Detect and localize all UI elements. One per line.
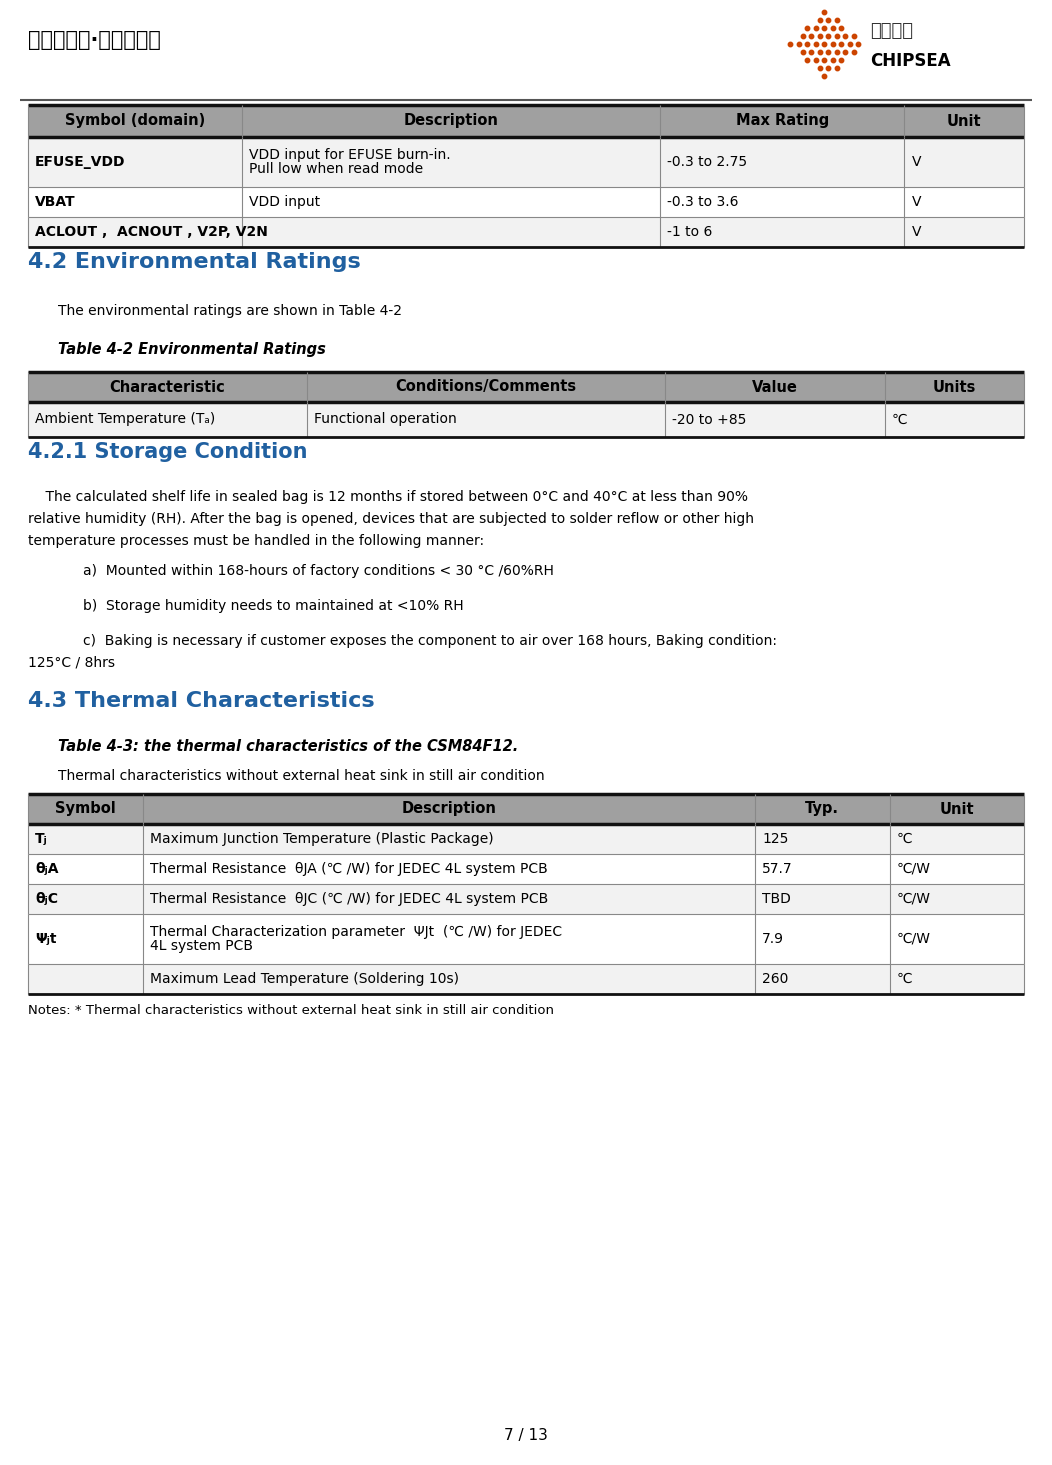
Text: Thermal Resistance  θJC (℃ /W) for JEDEC 4L system PCB: Thermal Resistance θJC (℃ /W) for JEDEC …	[149, 892, 548, 905]
Text: -0.3 to 3.6: -0.3 to 3.6	[667, 195, 739, 209]
Text: VBAT: VBAT	[35, 195, 76, 209]
Bar	[28, 854, 1024, 883]
Bar	[28, 188, 1024, 217]
Text: temperature processes must be handled in the following manner:: temperature processes must be handled in…	[28, 535, 484, 548]
Bar	[885, 372, 1024, 401]
Bar	[28, 914, 1024, 964]
Bar	[28, 217, 1024, 248]
Bar	[28, 964, 1024, 993]
Text: Unit: Unit	[939, 801, 974, 816]
Text: 125: 125	[762, 832, 788, 845]
Text: 57.7: 57.7	[762, 861, 793, 876]
Text: θⱼA: θⱼA	[35, 861, 59, 876]
Text: -20 to +85: -20 to +85	[672, 413, 747, 426]
Bar	[28, 794, 142, 823]
Bar	[905, 105, 1024, 138]
Text: Unit: Unit	[947, 113, 982, 129]
Text: 7 / 13: 7 / 13	[504, 1428, 548, 1443]
Text: Thermal Resistance  θJA (℃ /W) for JEDEC 4L system PCB: Thermal Resistance θJA (℃ /W) for JEDEC …	[149, 861, 547, 876]
Text: 125°C / 8hrs: 125°C / 8hrs	[28, 656, 115, 670]
Text: The environmental ratings are shown in Table 4-2: The environmental ratings are shown in T…	[58, 305, 402, 318]
Text: 4.2 Environmental Ratings: 4.2 Environmental Ratings	[28, 252, 361, 272]
Text: V: V	[911, 155, 920, 168]
Text: CHIPSEA: CHIPSEA	[870, 51, 951, 70]
Text: Pull low when read mode: Pull low when read mode	[249, 163, 423, 176]
Bar	[28, 105, 242, 138]
Text: EFUSE_VDD: EFUSE_VDD	[35, 155, 125, 168]
Text: Thermal characteristics without external heat sink in still air condition: Thermal characteristics without external…	[58, 769, 545, 782]
Text: relative humidity (RH). After the bag is opened, devices that are subjected to s: relative humidity (RH). After the bag is…	[28, 511, 754, 526]
Bar	[307, 372, 666, 401]
Text: Table 4-2 Environmental Ratings: Table 4-2 Environmental Ratings	[58, 341, 326, 357]
Text: ℃/W: ℃/W	[896, 861, 931, 876]
Text: 7.9: 7.9	[762, 932, 784, 946]
Bar	[28, 401, 1024, 437]
Text: Ambient Temperature (Tₐ): Ambient Temperature (Tₐ)	[35, 413, 216, 426]
Bar	[142, 794, 755, 823]
Text: ACLOUT ,  ACNOUT , V2P, V2N: ACLOUT , ACNOUT , V2P, V2N	[35, 226, 268, 239]
Bar	[28, 823, 1024, 854]
Text: 芯海科技: 芯海科技	[870, 22, 913, 40]
Text: 4.3 Thermal Characteristics: 4.3 Thermal Characteristics	[28, 691, 375, 711]
Bar	[28, 138, 1024, 188]
Text: TBD: TBD	[762, 892, 791, 905]
Text: c)  Baking is necessary if customer exposes the component to air over 168 hours,: c) Baking is necessary if customer expos…	[83, 634, 777, 648]
Text: Maximum Lead Temperature (Soldering 10s): Maximum Lead Temperature (Soldering 10s)	[149, 971, 459, 986]
Bar	[755, 794, 890, 823]
Text: Functional operation: Functional operation	[313, 413, 457, 426]
Text: Ψⱼt: Ψⱼt	[35, 932, 57, 946]
Bar	[890, 794, 1024, 823]
Text: Units: Units	[932, 379, 976, 394]
Text: ℃/W: ℃/W	[896, 932, 931, 946]
Text: VDD input for EFUSE burn-in.: VDD input for EFUSE burn-in.	[249, 148, 450, 163]
Bar	[28, 372, 307, 401]
Text: ℃/W: ℃/W	[896, 892, 931, 905]
Text: θⱼC: θⱼC	[35, 892, 58, 905]
Text: 聚点滴之芯·成浩瀚之海: 聚点滴之芯·成浩瀚之海	[28, 29, 161, 50]
Text: 4.2.1 Storage Condition: 4.2.1 Storage Condition	[28, 442, 307, 461]
Text: VDD input: VDD input	[249, 195, 320, 209]
Text: Symbol (domain): Symbol (domain)	[65, 113, 205, 129]
Text: ℃: ℃	[896, 832, 912, 845]
Text: ℃: ℃	[896, 971, 912, 986]
Text: Characteristic: Characteristic	[109, 379, 225, 394]
Text: Maximum Junction Temperature (Plastic Package): Maximum Junction Temperature (Plastic Pa…	[149, 832, 493, 845]
Text: -0.3 to 2.75: -0.3 to 2.75	[667, 155, 748, 168]
Text: Symbol: Symbol	[55, 801, 116, 816]
Text: Notes: * Thermal characteristics without external heat sink in still air conditi: Notes: * Thermal characteristics without…	[28, 1004, 554, 1017]
Text: ℃: ℃	[891, 413, 907, 426]
Text: Value: Value	[752, 379, 797, 394]
Text: Description: Description	[404, 113, 499, 129]
Bar	[242, 105, 661, 138]
Text: b)  Storage humidity needs to maintained at <10% RH: b) Storage humidity needs to maintained …	[83, 599, 464, 612]
Text: V: V	[911, 195, 920, 209]
Text: Typ.: Typ.	[806, 801, 839, 816]
Text: a)  Mounted within 168-hours of factory conditions < 30 °C /60%RH: a) Mounted within 168-hours of factory c…	[83, 564, 553, 579]
Text: Table 4-3: the thermal characteristics of the CSM84F12.: Table 4-3: the thermal characteristics o…	[58, 738, 519, 754]
Text: 4L system PCB: 4L system PCB	[149, 939, 252, 954]
Bar	[28, 883, 1024, 914]
Bar	[666, 372, 885, 401]
Text: Conditions/Comments: Conditions/Comments	[396, 379, 576, 394]
Text: The calculated shelf life in sealed bag is 12 months if stored between 0°C and 4: The calculated shelf life in sealed bag …	[28, 489, 748, 504]
Bar	[661, 105, 905, 138]
Text: Description: Description	[402, 801, 497, 816]
Text: Max Rating: Max Rating	[735, 113, 829, 129]
Text: 260: 260	[762, 971, 788, 986]
Text: Tⱼ: Tⱼ	[35, 832, 47, 845]
Text: V: V	[911, 226, 920, 239]
Text: Thermal Characterization parameter  ΨJt  (℃ /W) for JEDEC: Thermal Characterization parameter ΨJt (…	[149, 924, 562, 939]
Text: -1 to 6: -1 to 6	[667, 226, 713, 239]
